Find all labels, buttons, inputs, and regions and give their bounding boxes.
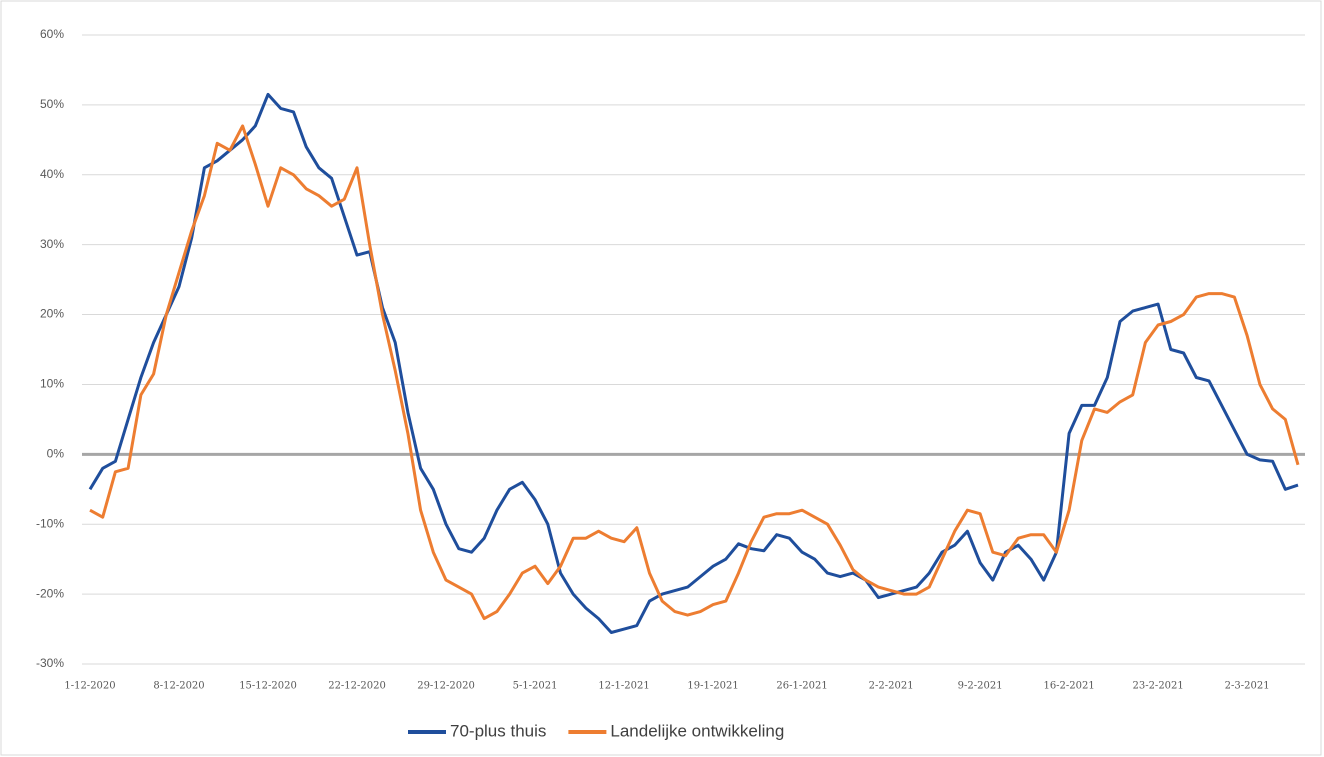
legend-label: Landelijke ontwikkeling (610, 721, 784, 740)
y-tick-label: 60% (40, 27, 64, 41)
series-line (89, 124, 1300, 621)
legend-label: 70-plus thuis (450, 721, 546, 740)
y-tick-label: -20% (36, 586, 64, 600)
x-tick-label: 26-1-2021 (776, 681, 827, 692)
x-tick-label: 5-1-2021 (513, 681, 558, 692)
y-tick-label: 30% (40, 237, 64, 251)
x-tick-label: 2-2-2021 (869, 681, 914, 692)
x-tick-label: 9-2-2021 (958, 681, 1003, 692)
x-tick-label: 8-12-2020 (153, 681, 204, 692)
x-tick-label: 19-1-2021 (687, 681, 738, 692)
x-tick-label: 1-12-2020 (64, 681, 115, 692)
y-tick-label: 10% (40, 377, 64, 391)
series-line (88, 92, 1299, 634)
y-tick-label: 50% (40, 97, 64, 111)
x-tick-label: 23-2-2021 (1132, 681, 1183, 692)
y-tick-label: 20% (40, 307, 64, 321)
y-tick-label: -10% (36, 516, 64, 530)
x-tick-label: 2-3-2021 (1225, 681, 1270, 692)
y-tick-label: -30% (36, 656, 64, 670)
y-tick-label: 40% (40, 167, 64, 181)
x-tick-label: 12-1-2021 (598, 681, 649, 692)
x-tick-label: 22-12-2020 (328, 681, 386, 692)
x-tick-label: 29-12-2020 (417, 681, 475, 692)
x-tick-label: 16-2-2021 (1043, 681, 1094, 692)
x-tick-label: 15-12-2020 (239, 681, 297, 692)
y-tick-label: 0% (47, 447, 65, 461)
